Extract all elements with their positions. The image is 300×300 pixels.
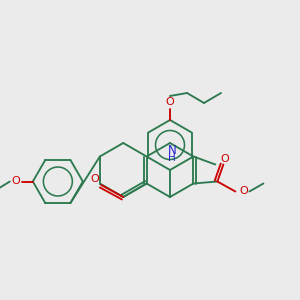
Text: N: N (168, 145, 176, 158)
Text: H: H (168, 153, 176, 163)
Text: O: O (11, 176, 20, 187)
Text: O: O (166, 97, 174, 107)
Text: O: O (91, 174, 100, 184)
Text: O: O (220, 154, 229, 164)
Text: O: O (239, 187, 248, 196)
